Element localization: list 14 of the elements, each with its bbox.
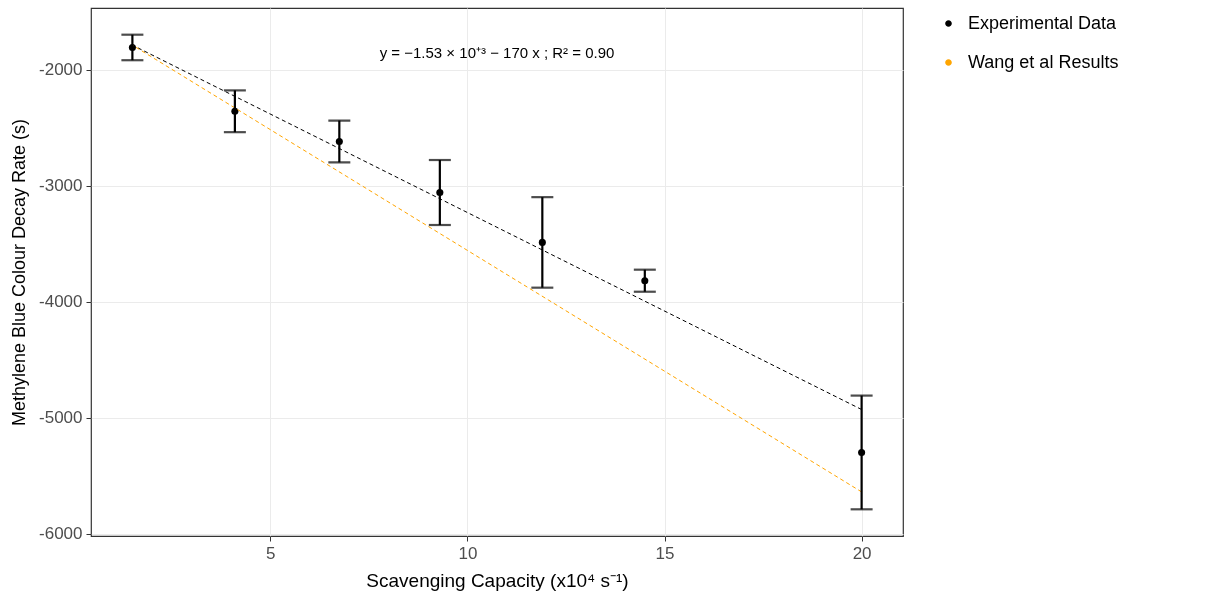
legend-label: Experimental Data: [968, 12, 1118, 33]
y-axis-title: Methylene Blue Colour Decay Rate (s): [9, 118, 30, 427]
y-tick-label: -5000: [39, 408, 83, 428]
legend-label: Wang et al Results: [968, 51, 1119, 72]
x-axis-title: Scavenging Capacity (x10⁴ s⁻¹): [366, 569, 629, 591]
x-tick-label: 5: [266, 543, 276, 563]
y-tick-label: -2000: [39, 60, 83, 79]
annotation: y = −1.53 × 10⁺³ − 170 x ; R² = 0.90: [379, 44, 615, 61]
x-tick-label: 15: [655, 543, 675, 563]
x-tick-label: 10: [458, 543, 478, 563]
x-tick-label: 20: [852, 543, 872, 563]
y-tick-label: -4000: [39, 292, 83, 312]
y-tick-label: -3000: [39, 176, 83, 196]
y-tick-label: -6000: [39, 524, 83, 544]
